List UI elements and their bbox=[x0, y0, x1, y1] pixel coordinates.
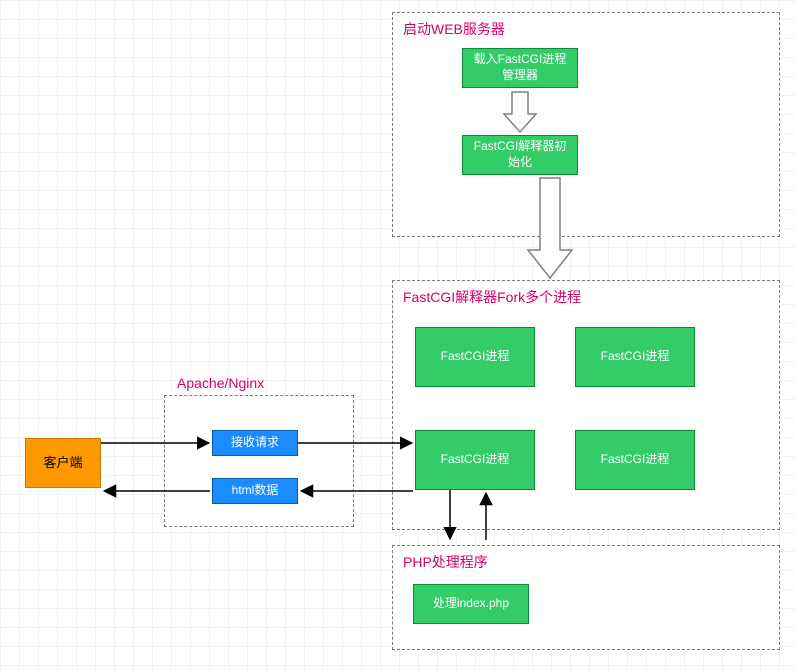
container-web-server: 启动WEB服务器 bbox=[392, 12, 780, 237]
node-html: html数据 bbox=[212, 478, 298, 504]
container-fork: FastCGI解释器Fork多个进程 bbox=[392, 280, 780, 530]
label-proc3: FastCGI进程 bbox=[441, 452, 510, 468]
diagram-canvas: 启动WEB服务器 FastCGI解释器Fork多个进程 Apache/Nginx… bbox=[0, 0, 795, 670]
label-proc4: FastCGI进程 bbox=[601, 452, 670, 468]
container-apache: Apache/Nginx bbox=[164, 395, 354, 527]
label-html: html数据 bbox=[232, 483, 279, 499]
node-recv: 接收请求 bbox=[212, 430, 298, 456]
label-client: 客户端 bbox=[43, 455, 82, 472]
label-proc1: FastCGI进程 bbox=[441, 349, 510, 365]
node-load-mgr: 载入FastCGI进程 管理器 bbox=[462, 48, 578, 88]
node-proc4: FastCGI进程 bbox=[575, 430, 695, 490]
title-web-server: 启动WEB服务器 bbox=[403, 19, 505, 39]
label-proc2: FastCGI进程 bbox=[601, 349, 670, 365]
node-index: 处理index.php bbox=[413, 584, 529, 624]
label-index: 处理index.php bbox=[433, 596, 509, 612]
title-apache: Apache/Nginx bbox=[177, 375, 264, 391]
label-recv: 接收请求 bbox=[231, 435, 279, 451]
title-php: PHP处理程序 bbox=[403, 552, 488, 572]
label-init: FastCGI解释器初 始化 bbox=[474, 139, 567, 170]
label-load-mgr: 载入FastCGI进程 管理器 bbox=[474, 52, 567, 83]
node-client: 客户端 bbox=[25, 438, 101, 488]
title-fork: FastCGI解释器Fork多个进程 bbox=[403, 287, 581, 307]
node-proc1: FastCGI进程 bbox=[415, 327, 535, 387]
node-init: FastCGI解释器初 始化 bbox=[462, 135, 578, 175]
node-proc2: FastCGI进程 bbox=[575, 327, 695, 387]
node-proc3: FastCGI进程 bbox=[415, 430, 535, 490]
